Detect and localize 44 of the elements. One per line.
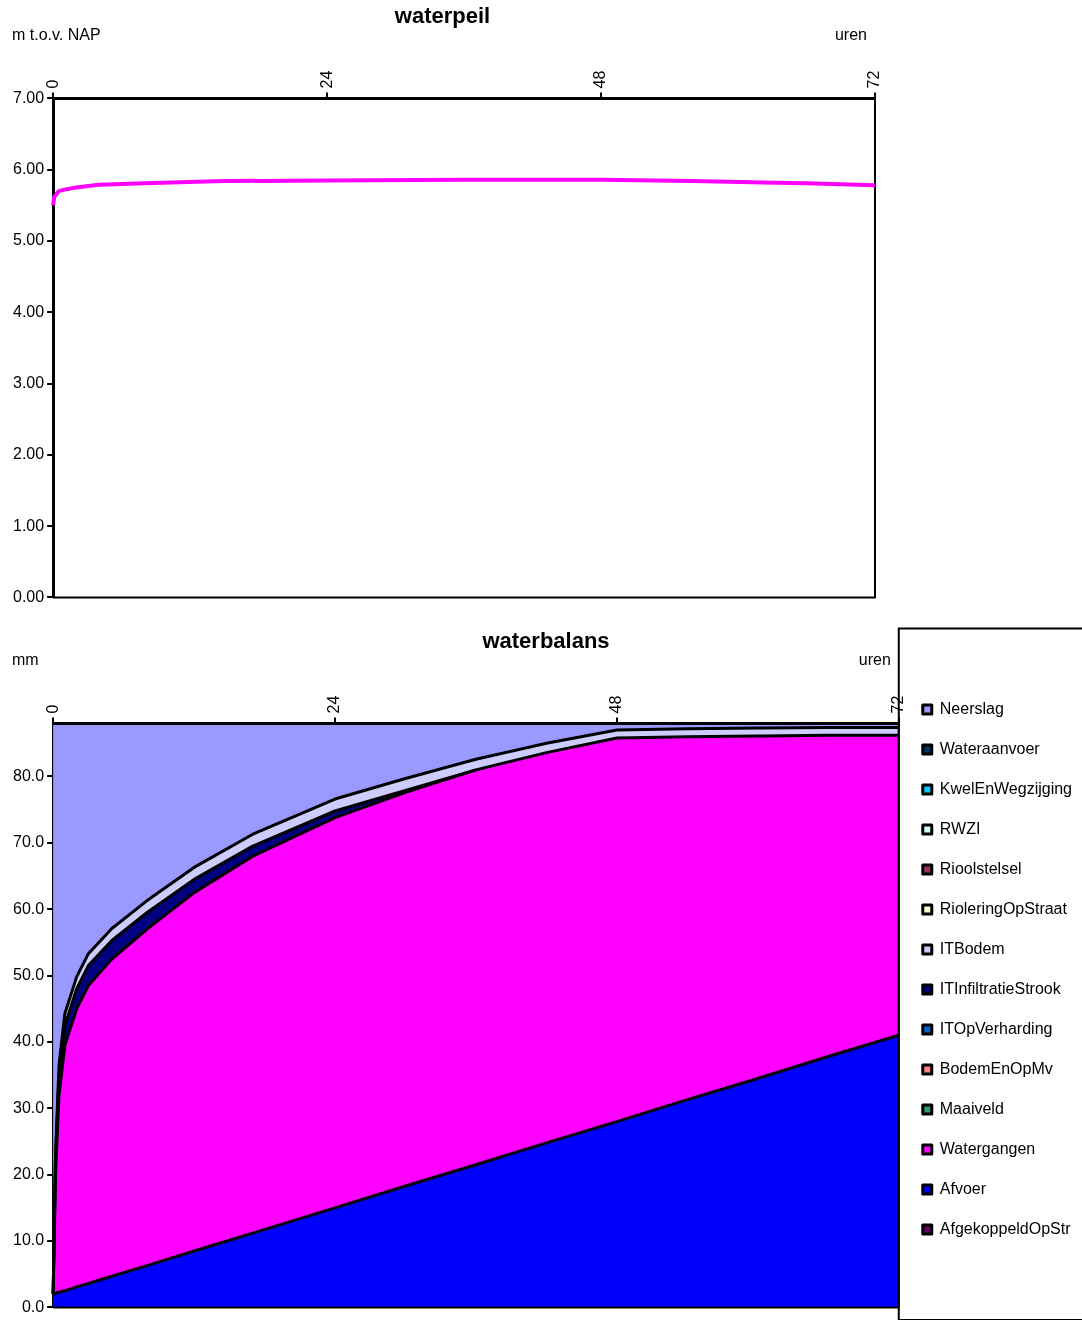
y-tick-label: 70.0	[13, 833, 45, 851]
legend-label: Rioolstelsel	[939, 859, 1022, 877]
legend-label: Neerslag	[939, 699, 1004, 717]
y-tick-label: 0.0	[21, 1297, 45, 1315]
x-tick-label: 72	[865, 70, 883, 89]
x-tick-label: 48	[591, 70, 609, 89]
legend-label: ITOpVerharding	[939, 1019, 1053, 1037]
legend-label: Maaiveld	[939, 1099, 1004, 1117]
legend-label: AfgekoppeldOpStr	[939, 1219, 1072, 1237]
x-tick-label: 48	[607, 695, 625, 714]
y-tick-label: 40.0	[13, 1032, 45, 1050]
y-tick-label: 0.00	[13, 587, 45, 605]
y-tick-label: 2.00	[13, 445, 45, 463]
x-axis-title: uren	[858, 651, 891, 669]
legend-label: ITInfiltratieStrook	[939, 979, 1062, 997]
y-tick-label: 1.00	[13, 516, 45, 534]
y-tick-label: 80.0	[13, 766, 45, 784]
chart-title: waterpeil	[393, 3, 491, 29]
y-tick-label: 5.00	[13, 231, 45, 249]
y-tick-label: 4.00	[13, 302, 45, 320]
legend-label: RWZI	[939, 819, 981, 837]
y-tick-label: 30.0	[13, 1098, 45, 1116]
x-tick-label: 24	[325, 695, 343, 714]
legend-label: Wateraanvoer	[939, 739, 1041, 757]
y-tick-label: 50.0	[13, 965, 45, 983]
legend-label: KwelEnWegzijging	[939, 779, 1072, 797]
legend-label: Afvoer	[939, 1179, 987, 1197]
y-tick-label: 6.00	[13, 160, 45, 178]
y-tick-label: 20.0	[13, 1165, 45, 1183]
legend-label: ITBodem	[939, 939, 1005, 957]
legend-label: BodemEnOpMv	[939, 1059, 1053, 1077]
y-axis-title: mm	[12, 651, 39, 669]
y-axis-title: m t.o.v. NAP	[12, 26, 101, 44]
y-tick-label: 60.0	[13, 899, 45, 917]
legend-label: Watergangen	[939, 1139, 1036, 1157]
y-tick-label: 10.0	[13, 1231, 45, 1249]
x-axis-title: uren	[834, 26, 867, 44]
y-tick-label: 7.00	[13, 88, 45, 106]
y-tick-label: 3.00	[13, 373, 45, 391]
x-tick-label: 0	[43, 704, 61, 714]
chart-title: waterbalans	[481, 628, 610, 654]
x-tick-label: 24	[317, 70, 335, 89]
x-tick-label: 0	[43, 79, 61, 89]
legend-label: RioleringOpStraat	[939, 899, 1068, 917]
